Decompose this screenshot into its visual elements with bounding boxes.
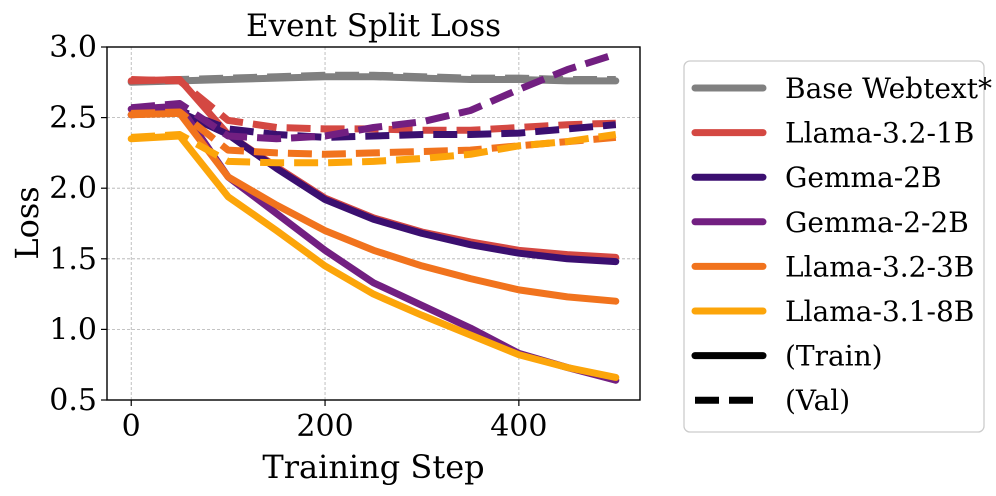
legend-label: Llama-3.1-8B [785,295,974,328]
series-line-llama-3-1-8b-val [130,131,617,167]
y-tick-label: 2.0 [49,171,97,206]
gridlines [107,46,640,401]
x-axis-label: Training Step [262,448,484,486]
plot-frame [106,46,641,401]
series-line-llama-3-1-8b-train [127,132,620,381]
legend-box [683,60,985,433]
legend-label: (Train) [785,340,883,373]
series-line-gemma-2-2b-val [130,50,617,143]
x-tick-label: 400 [490,409,547,444]
y-tick-label: 1.5 [49,242,97,277]
series-line-base-webtext-val [131,71,616,85]
legend-label: Llama-3.2-3B [785,250,974,283]
x-tick-label: 0 [122,409,141,444]
legend-label: Gemma-2-2B [785,206,969,239]
legend-label: Gemma-2B [785,161,942,194]
legend: Base Webtext* Llama-3.2-1B Gemma-2B Gemma-2… [683,60,992,433]
chart-title: Event Split Loss [246,8,501,44]
series-lines [127,50,620,384]
legend-label: Base Webtext* [785,72,992,105]
legend-label: (Val) [785,384,850,417]
y-axis-label: Loss [8,186,46,259]
axis-ticks: 0 200 400 0.5 1.0 1.5 2.0 2.5 3.0 [49,30,547,444]
legend-label: Llama-3.2-1B [785,117,974,150]
y-tick-label: 2.5 [49,101,97,136]
y-tick-label: 0.5 [49,383,97,418]
y-tick-label: 3.0 [49,30,97,65]
y-tick-label: 1.0 [49,312,97,347]
x-tick-label: 200 [296,409,353,444]
